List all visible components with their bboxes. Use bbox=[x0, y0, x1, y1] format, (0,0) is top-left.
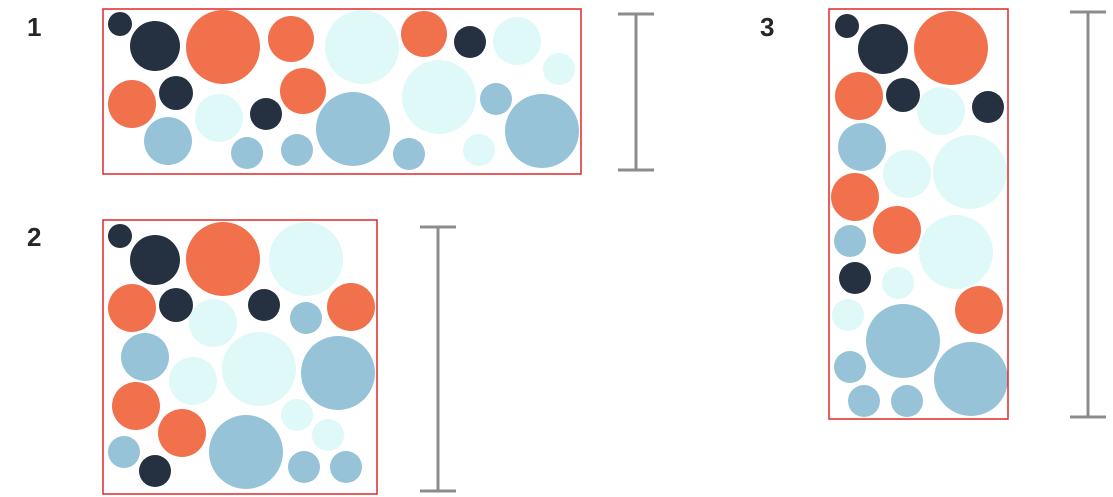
panel-1-circle bbox=[543, 53, 575, 85]
panel-1-circle bbox=[316, 92, 390, 166]
panel-2-circle bbox=[269, 222, 343, 296]
panel-3-circle bbox=[831, 173, 879, 221]
panel-2-circle bbox=[290, 302, 322, 334]
panel-2-circle bbox=[108, 436, 140, 468]
panel-2-circle bbox=[209, 415, 283, 489]
panel-3-circle bbox=[873, 206, 921, 254]
panel-3-circle bbox=[955, 286, 1003, 334]
panel-2-circle bbox=[330, 451, 362, 483]
panel-1-circle bbox=[480, 83, 512, 115]
panel-2-label: 2 bbox=[27, 222, 42, 252]
panel-2-circle bbox=[312, 419, 344, 451]
panel-2-circle bbox=[121, 333, 169, 381]
panel-1-height-bracket bbox=[618, 12, 654, 172]
panel-1-circle bbox=[505, 94, 579, 168]
panel-3-circle bbox=[891, 385, 923, 417]
panel-1-circle bbox=[402, 60, 476, 134]
panel-3-circle bbox=[858, 24, 908, 74]
panel-1-circle bbox=[195, 94, 243, 142]
panel-2-circle bbox=[327, 283, 375, 331]
panel-3-circle bbox=[882, 267, 914, 299]
panel-3-circle bbox=[972, 91, 1004, 123]
panel-2-circle bbox=[186, 222, 260, 296]
panel-3-circle bbox=[934, 342, 1008, 416]
panel-3-circle bbox=[839, 262, 871, 294]
panel-3-label: 3 bbox=[760, 12, 775, 42]
panel-3-circle bbox=[834, 225, 866, 257]
panel-2-circle bbox=[108, 224, 132, 248]
panel-2-circle bbox=[169, 357, 217, 405]
panel-2-circle bbox=[248, 289, 280, 321]
panel-1-circle bbox=[454, 26, 486, 58]
panel-2-circle bbox=[112, 382, 160, 430]
panel-3-circle bbox=[838, 123, 886, 171]
panel-3-circle bbox=[886, 78, 920, 112]
panel-2-circle bbox=[130, 235, 180, 285]
panel-3-circle bbox=[835, 14, 859, 38]
panel-1-circle bbox=[463, 134, 495, 166]
panel-1-circle bbox=[325, 10, 399, 84]
panel-2-circle bbox=[108, 284, 156, 332]
panel-2-frame bbox=[102, 219, 378, 495]
panel-1-circle bbox=[108, 80, 156, 128]
panel-1-circle bbox=[144, 117, 192, 165]
panel-2-circle bbox=[189, 299, 237, 347]
panel-1-circle bbox=[250, 98, 282, 130]
panel-3-circle bbox=[917, 87, 965, 135]
panel-1 bbox=[102, 8, 654, 175]
panel-3-circle bbox=[832, 299, 864, 331]
panel-2-circle bbox=[158, 409, 206, 457]
panel-1-circle bbox=[281, 134, 313, 166]
panel-1-circle bbox=[401, 11, 447, 57]
panel-2-circle bbox=[288, 451, 320, 483]
panel-1-circle bbox=[268, 16, 314, 62]
panel-1-circle bbox=[130, 21, 180, 71]
panel-1-circle bbox=[393, 138, 425, 170]
panel-2-circle bbox=[301, 336, 375, 410]
panel-1-circle bbox=[159, 76, 193, 110]
panel-2-circle bbox=[281, 399, 313, 431]
panel-3 bbox=[828, 8, 1106, 420]
panel-3-height-bracket bbox=[1070, 10, 1106, 419]
panel-3-circle bbox=[933, 135, 1007, 209]
panel-1-circle bbox=[493, 17, 541, 65]
panel-3-circle bbox=[919, 215, 993, 289]
panel-2-circle bbox=[139, 455, 171, 487]
panel-1-circle bbox=[108, 12, 132, 36]
panel-2-circle bbox=[222, 332, 296, 406]
panel-2 bbox=[102, 219, 456, 495]
panel-3-circle bbox=[883, 150, 931, 198]
panel-3-circle bbox=[866, 304, 940, 378]
panel-2-height-bracket bbox=[420, 225, 456, 493]
panel-1-label: 1 bbox=[27, 12, 42, 42]
panel-3-frame bbox=[828, 8, 1009, 420]
panel-1-circle bbox=[186, 10, 260, 84]
panel-3-circle bbox=[914, 11, 988, 85]
panel-3-circle bbox=[835, 72, 883, 120]
panel-2-circle bbox=[159, 288, 193, 322]
panel-1-circle bbox=[231, 137, 263, 169]
panel-3-circle bbox=[834, 351, 866, 383]
panel-1-frame bbox=[102, 8, 582, 175]
panel-3-circle bbox=[848, 385, 880, 417]
panel-1-circle bbox=[280, 68, 326, 114]
